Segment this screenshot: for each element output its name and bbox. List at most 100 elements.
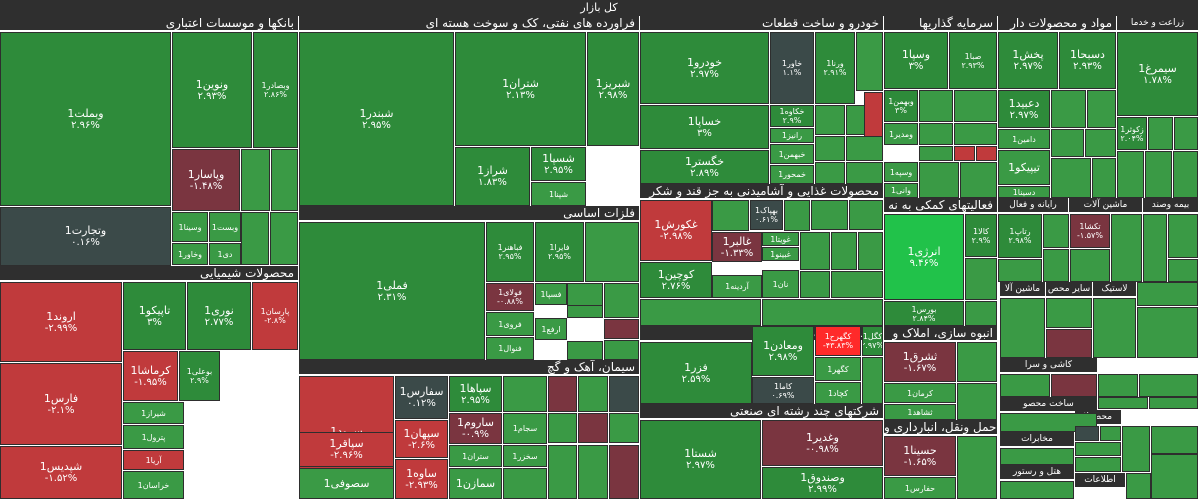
stock-cell[interactable] (957, 436, 997, 499)
stock-cell[interactable]: ورنا1 ۲.۹۱% (815, 32, 855, 104)
stock-cell[interactable]: سمازن1 (449, 468, 502, 499)
stock-cell[interactable] (1051, 374, 1097, 397)
stock-cell[interactable]: شراز1 ۱.۸۳% (455, 147, 530, 206)
stock-cell[interactable] (604, 340, 639, 360)
stock-cell[interactable]: وسپه1 (884, 162, 918, 182)
stock-cell[interactable] (1173, 151, 1198, 198)
sector-header-chem[interactable]: محصولات شیمیایی (0, 266, 298, 280)
stock-cell[interactable]: دی1 (209, 243, 241, 265)
stock-cell[interactable] (800, 271, 830, 298)
stock-cell[interactable] (548, 376, 577, 412)
stock-cell[interactable] (831, 232, 857, 270)
sector-header-info[interactable]: اطلاعات (1075, 473, 1125, 487)
stock-cell[interactable]: فولای1 -۰.۸۸% (486, 283, 534, 311)
stock-cell[interactable] (1000, 448, 1074, 465)
stock-cell[interactable] (271, 149, 298, 211)
stock-cell[interactable] (954, 146, 975, 161)
stock-cell[interactable]: فملی1 ۲.۳۱% (299, 222, 485, 360)
stock-cell[interactable] (712, 200, 749, 231)
stock-cell[interactable]: خودرو1 ۲.۹۷% (640, 32, 769, 104)
stock-cell[interactable]: خساپا1 ۳% (640, 105, 769, 149)
stock-cell[interactable]: شتران1 ۲.۱۳% (455, 32, 586, 146)
stock-cell[interactable] (864, 92, 883, 137)
stock-cell[interactable]: حسینا1 -۱.۶۵% (884, 436, 956, 476)
stock-cell[interactable] (831, 271, 883, 298)
stock-cell[interactable] (604, 283, 639, 318)
stock-cell[interactable]: انرژی1 ۹.۴۶% (884, 214, 964, 300)
stock-cell[interactable]: سپاها1 ۲.۹۵% (449, 376, 502, 412)
stock-cell[interactable] (919, 123, 953, 145)
stock-cell[interactable] (640, 299, 761, 326)
stock-cell[interactable]: شستا1 ۲.۹۷% (640, 420, 761, 499)
stock-cell[interactable] (578, 413, 608, 443)
stock-cell[interactable]: وسپا1 ۳% (884, 32, 948, 89)
stock-cell[interactable] (270, 212, 298, 265)
stock-cell[interactable] (503, 376, 547, 412)
stock-cell[interactable]: وبصادر1 ۲.۸۶% (253, 32, 298, 148)
stock-cell[interactable]: ساوه1 -۲.۹۳% (395, 459, 448, 499)
stock-cell[interactable]: کوچین1 ۲.۷۶% (640, 262, 712, 298)
stock-cell[interactable] (1087, 90, 1116, 128)
stock-cell[interactable] (1151, 426, 1198, 454)
stock-cell[interactable]: کالا1 ۲.۹% (965, 214, 997, 257)
sector-header-alum[interactable]: ماشین آلا (1000, 282, 1045, 296)
stock-cell[interactable]: نوری1 ۲.۷۷% (187, 282, 251, 350)
stock-cell[interactable] (548, 445, 577, 499)
stock-cell[interactable] (1143, 214, 1167, 282)
stock-cell[interactable]: خاور1 ۱.۱% (770, 32, 814, 104)
stock-cell[interactable] (800, 232, 830, 270)
stock-cell[interactable] (1174, 117, 1198, 150)
stock-cell[interactable] (567, 341, 603, 360)
stock-cell[interactable] (578, 445, 608, 499)
stock-cell[interactable] (1075, 442, 1121, 456)
sector-header-multi[interactable]: شرکتهای چند رشته ای صنعتی (640, 404, 883, 418)
stock-cell[interactable] (815, 136, 845, 161)
sector-header-agri[interactable]: زراعت و خدما (1117, 16, 1198, 30)
sector-header-tile[interactable]: کاشی و سرا (1000, 358, 1097, 372)
stock-cell[interactable] (241, 212, 269, 265)
stock-cell[interactable] (815, 105, 845, 135)
stock-cell[interactable]: زکوثر1 ۲.۰۴% (1117, 117, 1147, 150)
stock-cell[interactable] (954, 90, 997, 122)
stock-cell[interactable] (954, 123, 997, 145)
stock-cell[interactable]: خکاوه1 ۲.۹% (770, 105, 814, 127)
stock-cell[interactable]: دسینا1 (998, 186, 1050, 198)
stock-cell[interactable] (1085, 129, 1116, 157)
sector-header-auto[interactable]: خودرو و ساخت قطعات (640, 16, 883, 30)
stock-cell[interactable]: ثشرق1 -۱.۶۷% (884, 342, 956, 382)
stock-cell[interactable]: فارس1 -۲.۱% (0, 363, 122, 445)
stock-cell[interactable] (609, 413, 639, 443)
stock-cell[interactable] (1145, 151, 1172, 198)
sector-header-transport[interactable]: حمل ونقل، انبارداری و (884, 420, 997, 434)
stock-cell[interactable] (1092, 158, 1116, 198)
stock-cell[interactable]: بورس1 ۲.۸۴% (884, 301, 964, 326)
stock-cell[interactable]: وانی1 (884, 183, 918, 198)
stock-cell[interactable]: شبندر1 ۲.۹۵% (299, 32, 454, 206)
stock-cell[interactable] (856, 32, 883, 91)
stock-cell[interactable]: کگل1 ۲.۹۷% (862, 326, 883, 356)
sector-header-build[interactable]: ساخت محصو (1000, 397, 1097, 411)
stock-cell[interactable] (241, 149, 270, 211)
stock-cell[interactable] (1117, 151, 1144, 198)
stock-cell[interactable] (919, 90, 953, 122)
stock-cell[interactable]: وپاسار1 -۱.۴۸% (172, 149, 240, 211)
sector-header-invest[interactable]: سرمایه گذاریها (884, 16, 997, 30)
stock-cell[interactable]: وسینا1 (172, 212, 208, 242)
stock-cell[interactable]: وبهمن1 ۳% (884, 90, 918, 122)
stock-cell[interactable] (1093, 298, 1136, 358)
stock-cell[interactable] (1148, 117, 1173, 150)
stock-cell[interactable]: وصندوق1 ۲.۹۹% (762, 467, 883, 499)
sector-header-metal[interactable]: فلزات اساسی (299, 206, 639, 220)
stock-cell[interactable] (1051, 158, 1091, 198)
stock-cell[interactable]: کرماشا1 -۱.۹۵% (123, 351, 178, 401)
stock-cell[interactable]: فایرا1 ۲.۹۵% (535, 222, 584, 282)
stock-cell[interactable]: وبست1 (209, 212, 241, 242)
stock-cell[interactable] (811, 200, 848, 230)
stock-cell[interactable] (1149, 397, 1198, 409)
stock-cell[interactable]: فزر1 ۲.۵۹% (640, 342, 752, 404)
stock-cell[interactable] (957, 342, 997, 382)
stock-cell[interactable]: خراسان1 (123, 471, 184, 499)
stock-cell[interactable]: سپاقر1 -۲.۹۶% (299, 432, 394, 467)
stock-cell[interactable]: وغدیر1 -۰.۹۸% (762, 420, 883, 466)
sector-header-realestate[interactable]: انبوه سازی، املاک و (884, 326, 997, 340)
